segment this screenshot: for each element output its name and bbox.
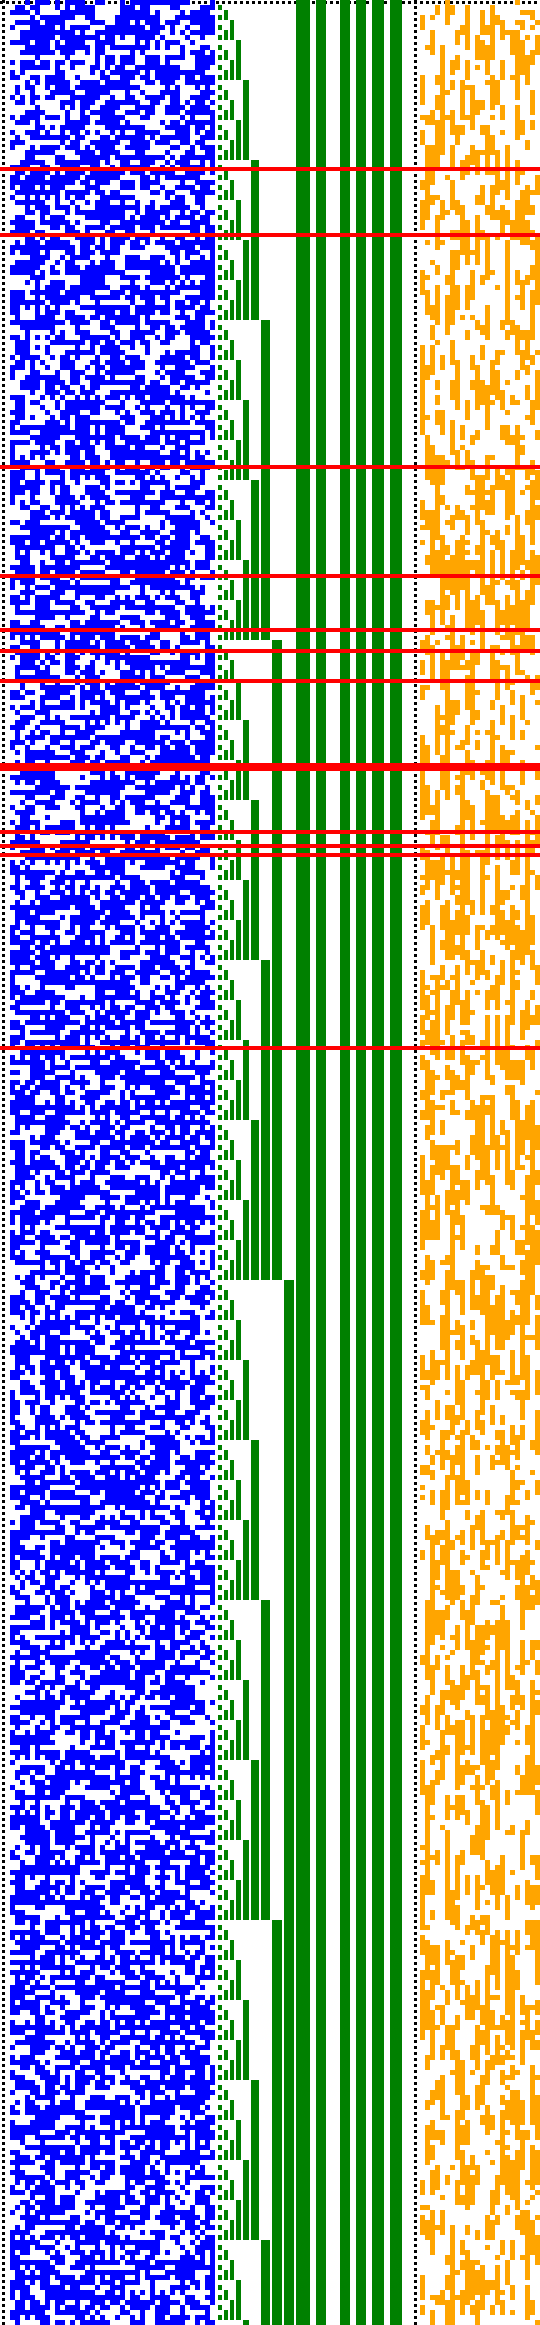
highlight-row [0,628,540,632]
highlight-rows [0,167,540,1050]
left-pixel-block [10,0,215,2325]
highlight-row [0,844,540,848]
highlight-row [0,853,540,857]
highlight-row [0,767,540,771]
highlight-row [0,830,540,834]
highlight-row [0,167,540,171]
right-pixel-block [420,0,540,2325]
highlight-row [0,649,540,653]
middle-dotted-border [414,0,417,2325]
highlight-row [0,465,540,469]
highlight-row [0,763,540,767]
highlight-row [0,1046,540,1050]
staircase-block [218,0,402,2325]
highlight-row [0,679,540,683]
highlight-row [0,574,540,578]
left-dotted-border [2,0,5,2325]
highlight-row [0,233,540,237]
